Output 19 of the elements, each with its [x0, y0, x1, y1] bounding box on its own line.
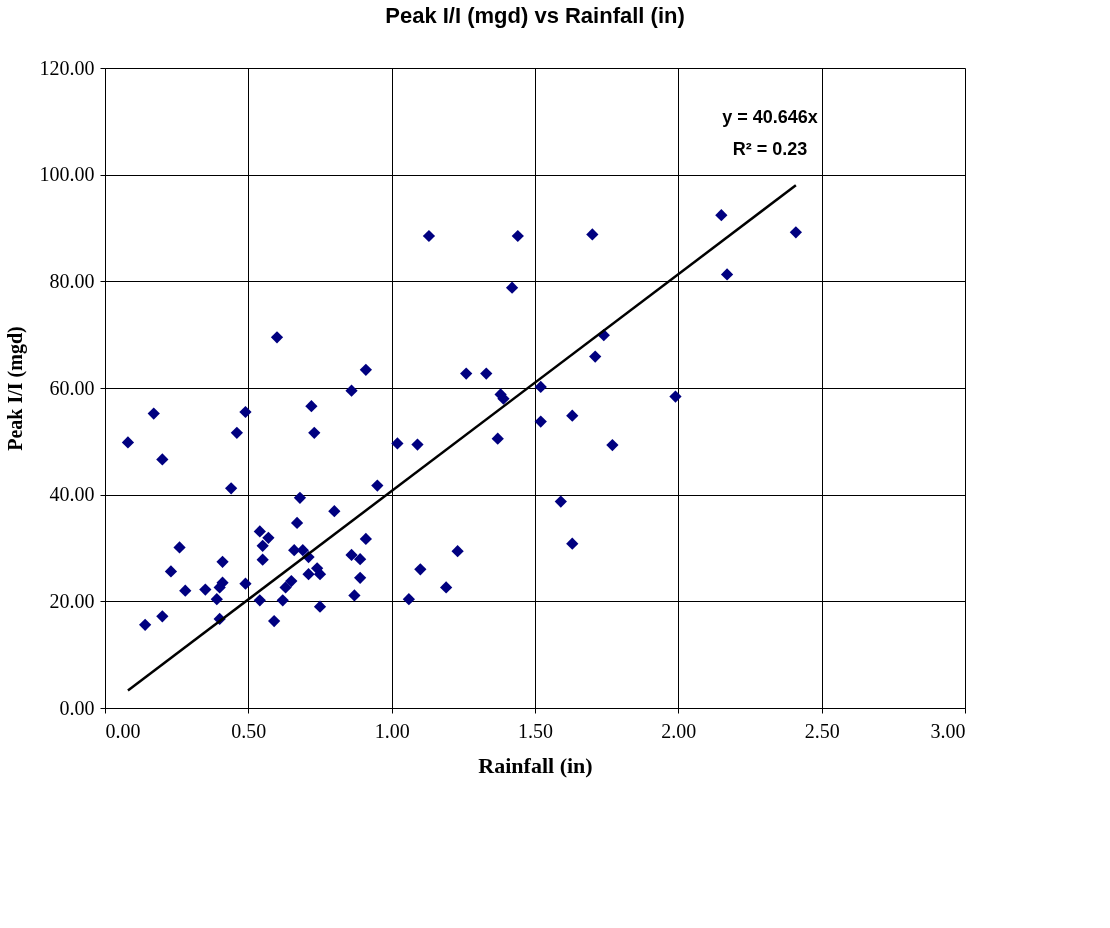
y-tick-label: 80.00: [49, 269, 95, 292]
annotation: R² = 0.23: [732, 139, 808, 159]
x-tick-label: 1.50: [518, 719, 553, 742]
x-tick-label: 0.00: [105, 719, 141, 742]
y-tick-label: 20.00: [49, 589, 95, 612]
x-tick-label: 3.00: [930, 719, 966, 742]
annotation: y = 40.646x: [722, 107, 818, 127]
x-tick-label: 1.00: [374, 719, 410, 742]
y-tick-label: 60.00: [49, 376, 95, 399]
x-tick-label: 2.50: [804, 719, 840, 742]
y-axis-title: Peak I/I (mgd): [3, 326, 27, 451]
y-tick-label: 100.00: [39, 163, 95, 186]
y-tick-label: 0.00: [59, 696, 95, 719]
x-tick-label: 0.50: [231, 719, 267, 742]
y-tick-label: 40.00: [49, 483, 95, 506]
x-tick-label: 2.00: [661, 719, 697, 742]
x-axis-title: Rainfall (in): [478, 752, 593, 778]
chart-title: Peak I/I (mgd) vs Rainfall (in): [385, 3, 685, 28]
y-tick-label: 120.00: [39, 56, 95, 79]
